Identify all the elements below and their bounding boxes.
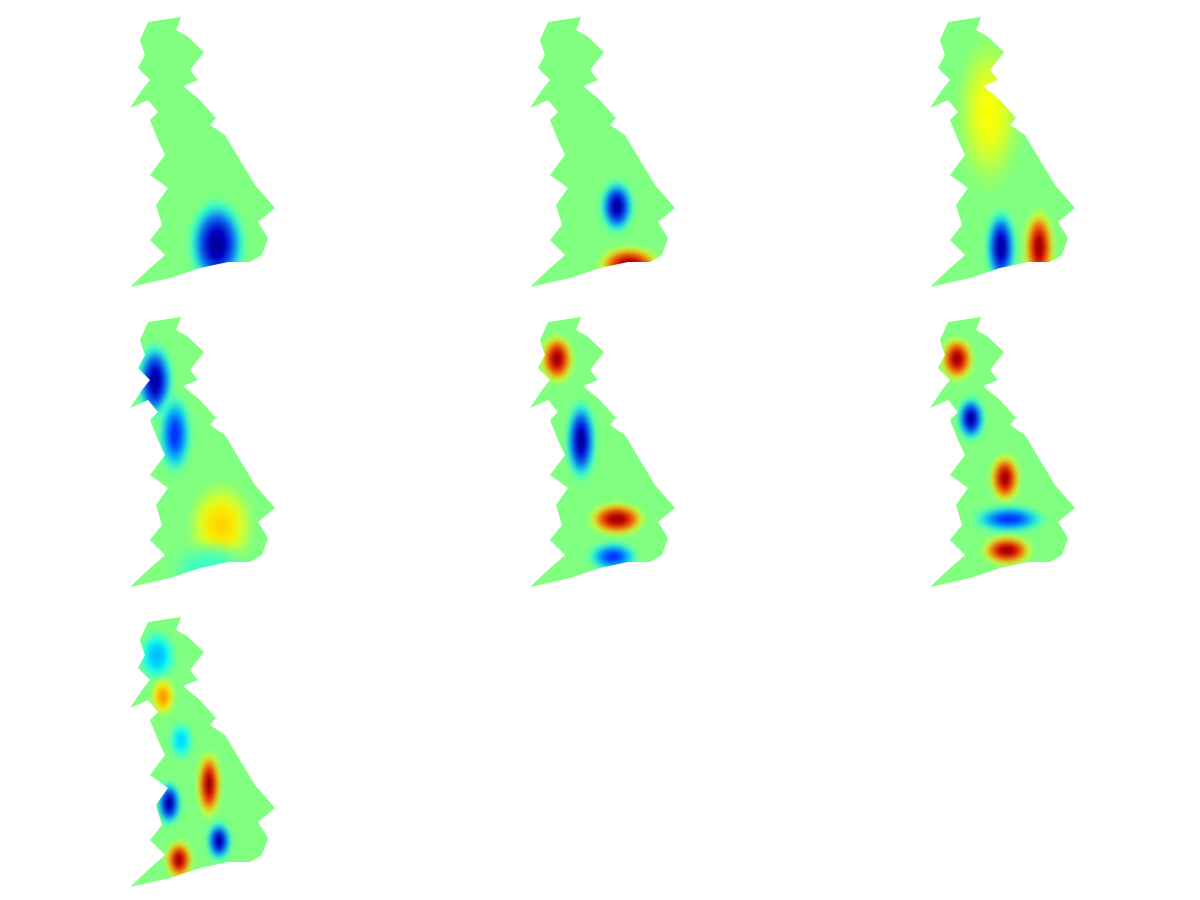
heatmap-blob	[955, 393, 987, 444]
heatmap-panel-2	[400, 0, 800, 300]
heatmap-panel-1	[0, 0, 400, 300]
heatmap-blob	[134, 625, 180, 686]
heatmap-blob	[154, 778, 184, 829]
heatmap-blob	[585, 499, 649, 539]
panel-6-svg	[930, 317, 1075, 587]
heatmap-blob	[185, 193, 249, 287]
heatmap-blob	[161, 539, 257, 587]
heatmap-panel-5	[400, 300, 800, 600]
panel-1-svg	[130, 17, 275, 287]
heatmap-panel-3	[800, 0, 1200, 300]
landmass-outline	[530, 17, 675, 287]
heatmap-blob	[950, 21, 1028, 203]
heatmap-blob	[563, 395, 599, 486]
heatmap-blob	[983, 204, 1019, 287]
heatmap-blob	[978, 532, 1036, 569]
heatmap-panel-4	[0, 300, 400, 600]
heatmap-blobs	[185, 193, 249, 287]
heatmap-blob	[967, 502, 1051, 536]
heatmap-blob	[163, 837, 195, 883]
heatmap-blob	[166, 717, 196, 764]
heatmap-blob	[204, 818, 234, 864]
heatmap-blob	[148, 674, 178, 720]
heatmap-panel-7	[0, 600, 400, 900]
panel-7-svg	[130, 617, 275, 887]
heatmap-blob	[597, 176, 637, 237]
heatmap-blobs	[937, 333, 1051, 569]
heatmap-blob	[537, 331, 577, 387]
heatmap-blob	[1021, 204, 1057, 287]
heatmap-blob	[937, 333, 977, 385]
heatmap-blobs	[537, 331, 649, 575]
heatmap-blob	[194, 746, 224, 823]
heatmap-blob	[987, 450, 1023, 506]
heatmap-blobs	[134, 625, 234, 883]
panel-2-svg	[530, 17, 675, 287]
heatmap-panel-6	[800, 300, 1200, 600]
panel-5-svg	[530, 317, 675, 587]
heatmap-blob	[584, 539, 642, 575]
panel-4-svg	[130, 317, 275, 587]
panel-3-svg	[930, 17, 1075, 287]
heatmap-blob	[155, 389, 195, 480]
heatmap-blob	[593, 243, 665, 286]
